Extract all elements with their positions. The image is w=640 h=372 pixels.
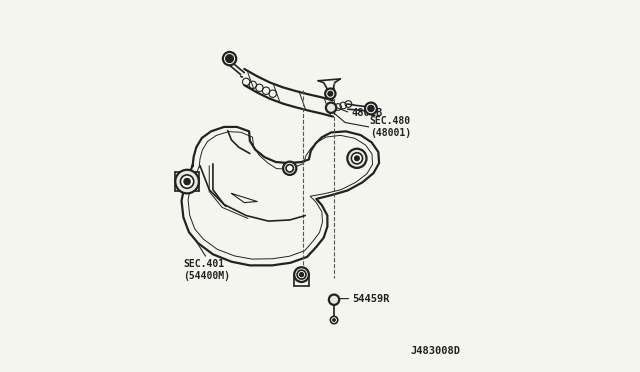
Circle shape: [333, 318, 335, 321]
Circle shape: [223, 52, 236, 65]
Circle shape: [297, 270, 306, 279]
Circle shape: [326, 103, 336, 113]
Circle shape: [355, 156, 359, 161]
Text: 4801B: 4801B: [351, 108, 383, 118]
Circle shape: [175, 170, 199, 193]
Circle shape: [330, 316, 338, 324]
Circle shape: [351, 153, 362, 164]
Circle shape: [184, 179, 190, 185]
Circle shape: [328, 92, 333, 96]
Circle shape: [180, 175, 194, 188]
Circle shape: [300, 273, 303, 276]
Circle shape: [283, 161, 296, 175]
Circle shape: [365, 103, 377, 114]
Text: SEC.401
(54400M): SEC.401 (54400M): [184, 259, 230, 281]
Text: 54459R: 54459R: [353, 294, 390, 304]
Circle shape: [294, 267, 309, 282]
Text: J483008D: J483008D: [410, 346, 460, 356]
Circle shape: [325, 89, 335, 99]
Circle shape: [286, 164, 293, 172]
Circle shape: [368, 106, 374, 112]
Text: SEC.480
(48001): SEC.480 (48001): [370, 116, 411, 138]
Circle shape: [329, 295, 339, 305]
Circle shape: [226, 55, 233, 62]
Circle shape: [348, 149, 367, 168]
